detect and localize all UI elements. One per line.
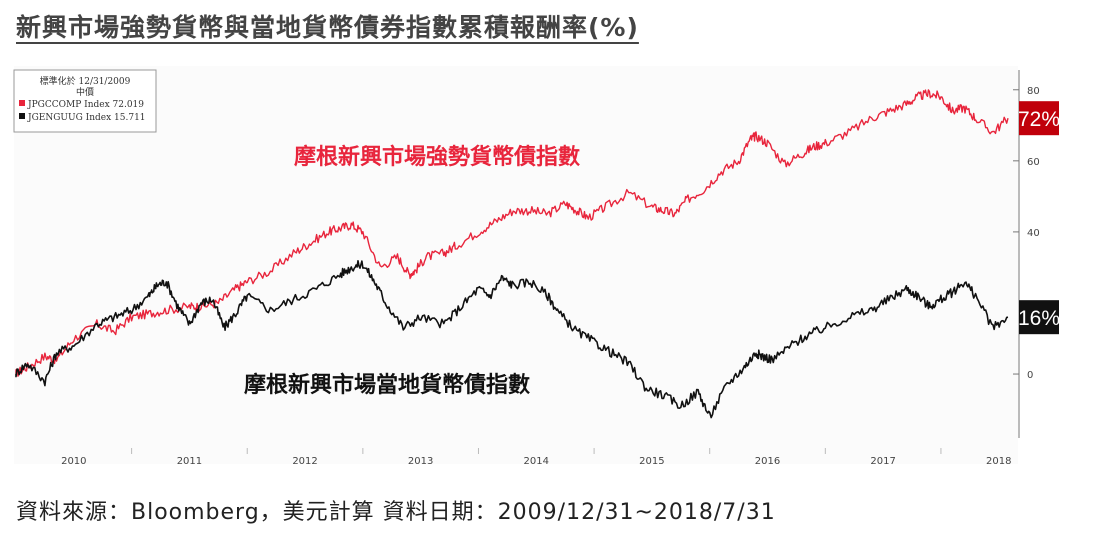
end-label-box	[1019, 101, 1059, 136]
y-tick-label: 80	[1027, 86, 1040, 97]
x-tick-label: 2017	[870, 456, 895, 467]
legend: 標準化於 12/31/2009 中價 JPGCCOMP Index 72.019…	[13, 69, 157, 133]
x-tick-label: 2012	[292, 456, 317, 467]
series-line	[15, 260, 1009, 419]
annotation-local-currency: 摩根新興市場當地貨幣債指數	[244, 372, 530, 398]
y-tick-label: 60	[1027, 157, 1040, 168]
y-axis-ticks: 80 60 40 0	[1013, 86, 1040, 381]
plot-background	[14, 66, 1018, 464]
end-label-text: 16%	[1018, 307, 1060, 330]
end-label-box	[1019, 300, 1059, 335]
x-tick-label: 2011	[177, 456, 202, 467]
chart-title: 新興市場強勢貨幣與當地貨幣債券指數累積報酬率(%)	[16, 13, 639, 42]
x-tick-label: 2010	[61, 456, 86, 467]
series-line	[15, 89, 1009, 377]
end-label-text: 72%	[1018, 108, 1060, 131]
y-tick-label: 0	[1027, 370, 1033, 381]
chart: 80 60 40 0 2010 2011 2012 2013 2014 2015 2016 2017…	[13, 66, 1060, 467]
legend-entry-red: JPGCCOMP Index 72.019	[27, 100, 144, 110]
x-tick-label: 2014	[524, 456, 549, 467]
legend-entry-black: JGENGUUG Index 15.711	[27, 113, 146, 123]
legend-swatch-black	[19, 113, 25, 119]
x-tick-label: 2015	[639, 456, 664, 467]
legend-subheader: 中價	[76, 86, 94, 98]
x-tick-label: 2018	[986, 456, 1011, 467]
series-lines	[15, 89, 1009, 419]
legend-header: 標準化於 12/31/2009	[40, 75, 131, 87]
x-tick-label: 2013	[408, 456, 433, 467]
annotation-hard-currency: 摩根新興市場強勢貨幣債指數	[294, 144, 580, 170]
legend-frame	[13, 69, 157, 133]
x-tick-label: 2016	[755, 456, 780, 467]
end-labels: 72% 16%	[1018, 101, 1060, 335]
legend-swatch-red	[19, 100, 25, 106]
y-tick-label: 40	[1027, 228, 1040, 239]
x-axis-ticks: 2010 2011 2012 2013 2014 2015 2016 2017 2018	[61, 448, 1011, 467]
source-note: 資料來源：Bloomberg，美元計算 資料日期：2009/12/31~2018…	[16, 500, 776, 525]
